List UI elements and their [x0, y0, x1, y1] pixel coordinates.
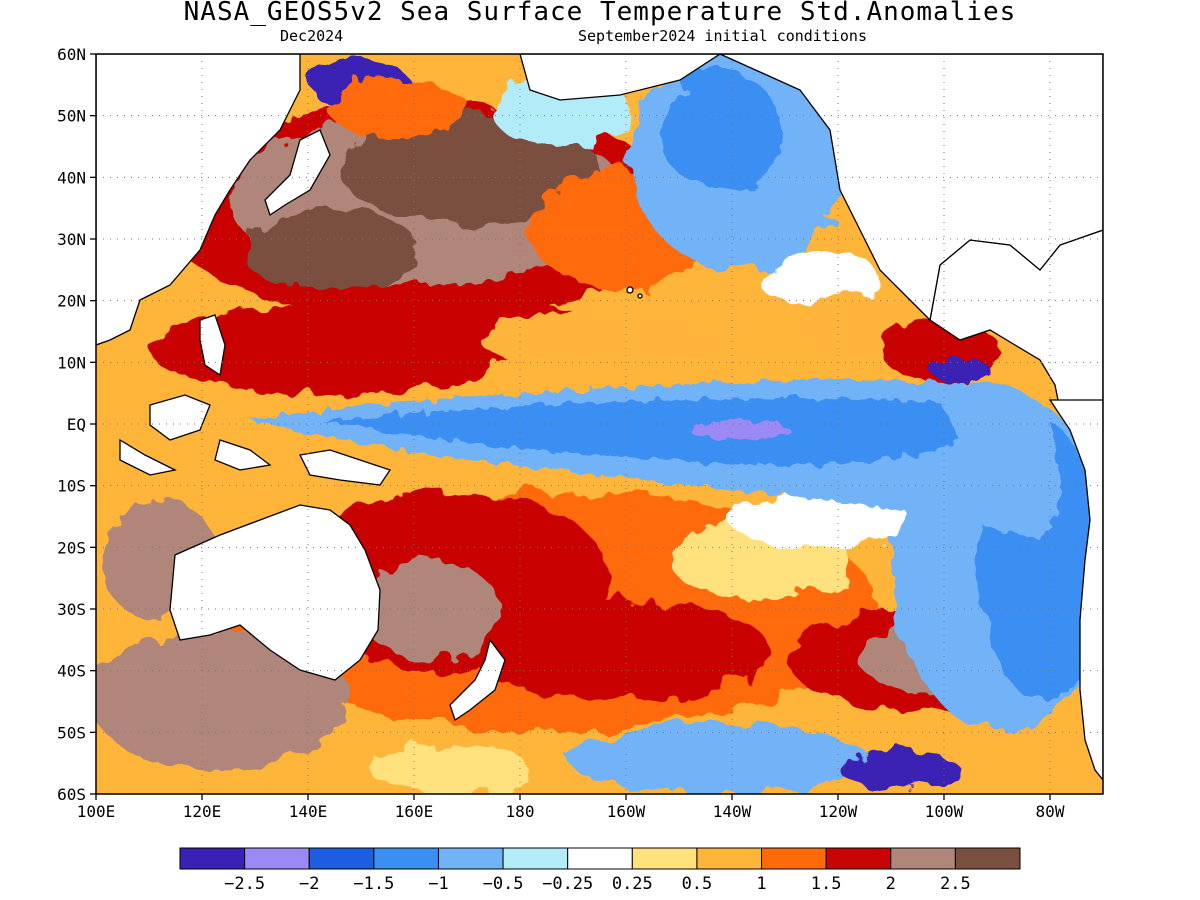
colorbar-label: −1.5 — [353, 874, 394, 894]
colorbar-label: 1.5 — [811, 874, 842, 894]
colorbar-label: −2.5 — [224, 874, 265, 894]
colorbar-label: 0.5 — [682, 874, 713, 894]
colorbar-label: 1 — [756, 874, 766, 894]
lat-tick-label: 20S — [57, 538, 86, 557]
colorbar-label: −1 — [428, 874, 448, 894]
colorbar-swatch — [437, 847, 504, 870]
longitude-axis: 100E 120E 140E 160E 180 160W 140W 120W 100W 80W — [77, 794, 1065, 821]
colorbar-swatch — [567, 847, 633, 870]
colorbar-swatch — [308, 847, 375, 870]
colorbar-label: 2 — [886, 874, 896, 894]
colorbar-swatch — [890, 847, 956, 870]
lat-tick-label: 30N — [57, 230, 86, 249]
lat-tick-label: 10N — [57, 353, 86, 372]
lat-tick-label: 10S — [57, 477, 86, 496]
lon-tick-label: 180 — [506, 802, 535, 821]
lat-tick-label: 60S — [57, 785, 86, 804]
lon-tick-label: 120E — [183, 802, 222, 821]
lon-tick-label: 100W — [925, 802, 964, 821]
colorbar-label: 2.5 — [940, 874, 971, 894]
lat-tick-label: 50N — [57, 107, 86, 126]
forecast-month: Dec2024 — [280, 27, 344, 45]
colorbar-swatch — [179, 847, 246, 870]
colorbar-swatch — [631, 847, 698, 870]
lon-tick-label: 100E — [77, 802, 116, 821]
colorbar-swatch — [502, 847, 569, 870]
colorbar-swatch — [373, 847, 439, 870]
colorbar-label: −0.25 — [542, 874, 593, 894]
colorbar-swatch — [696, 847, 763, 870]
land-mask — [96, 54, 1103, 782]
lat-tick-label: 40S — [57, 662, 86, 681]
colorbar-swatch — [244, 847, 310, 870]
colorbar: −2.5 −2 −1.5 −1 −0.5 −0.25 0.25 0.5 1 1.5 2 2.5 — [179, 847, 1021, 894]
colorbar-label: 0.25 — [612, 874, 653, 894]
chart-title: NASA_GEOS5v2 Sea Surface Temperature Std… — [183, 0, 1017, 27]
lon-tick-label: 120W — [819, 802, 858, 821]
lon-tick-label: 160W — [607, 802, 646, 821]
lat-tick-label: 40N — [57, 168, 86, 187]
lon-tick-label: 80W — [1036, 802, 1065, 821]
lat-tick-label: 20N — [57, 292, 86, 311]
colorbar-label: −0.5 — [483, 874, 524, 894]
colorbar-label: −2 — [299, 874, 319, 894]
lat-tick-label: 50S — [57, 723, 86, 742]
colorbar-swatch — [825, 847, 892, 870]
initial-conditions-label: September2024 initial conditions — [578, 27, 867, 45]
lon-tick-label: 140E — [289, 802, 328, 821]
lon-tick-label: 160E — [395, 802, 434, 821]
lat-tick-label: EQ — [67, 415, 86, 434]
lat-tick-label: 60N — [57, 45, 86, 64]
colorbar-swatch — [954, 847, 1021, 870]
lat-tick-label: 30S — [57, 600, 86, 619]
lon-tick-label: 140W — [713, 802, 752, 821]
latitude-axis: 60N 50N 40N 30N 20N 10N EQ 10S 20S 30S 40S 50S 60S — [57, 45, 96, 804]
graticule — [96, 54, 1103, 794]
colorbar-swatch — [761, 847, 827, 870]
